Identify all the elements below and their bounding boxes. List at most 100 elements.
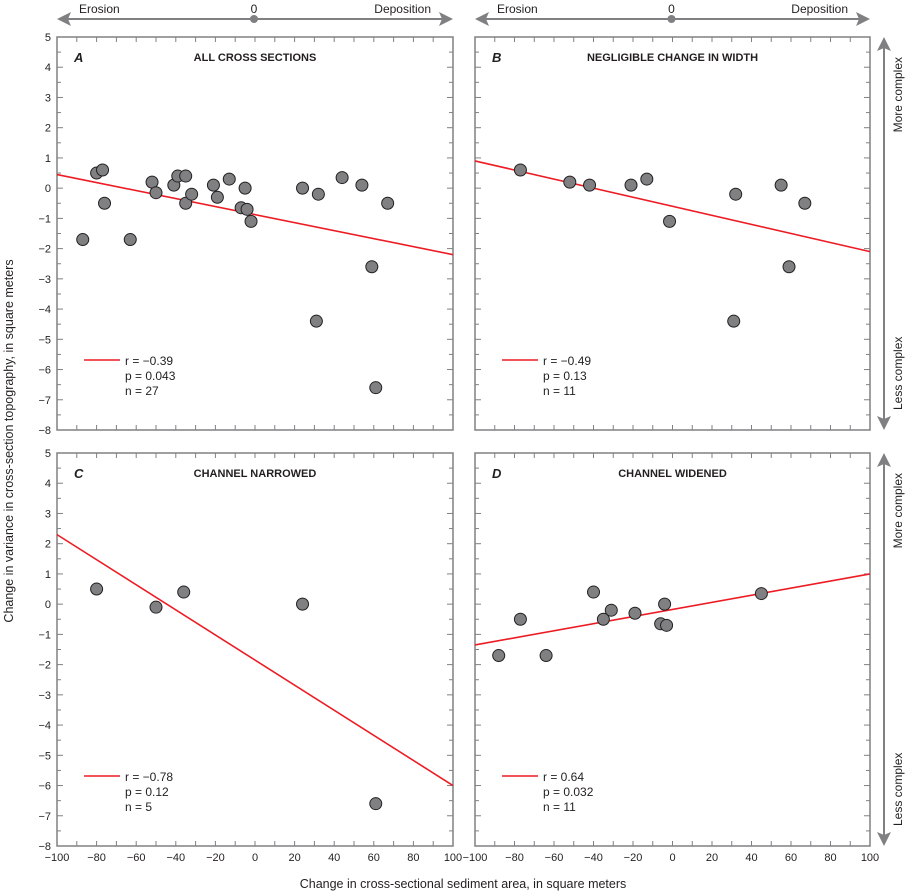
stat-p: p = 0.12 [125,785,169,799]
data-point [729,187,743,201]
stat-p: p = 0.043 [125,369,176,383]
data-point [628,606,642,620]
y-tick-label: −3 [38,690,51,702]
x-tick-label: 40 [745,852,757,864]
zero-marker [250,15,258,23]
erosion-deposition-arrow: Erosion 0 Deposition [475,2,870,26]
x-tick-label: −60 [545,852,564,864]
arrow-left-icon [475,12,489,26]
data-point [222,172,236,186]
data-point [296,181,310,195]
regression-line [56,173,454,256]
deposition-label: Deposition [374,2,431,16]
data-point [123,233,137,247]
arrow-up-icon [877,453,891,467]
data-point [513,612,527,626]
y-tick-label: −8 [38,841,51,853]
y-tick-label: 0 [45,183,51,195]
data-point [727,314,741,328]
data-point [604,603,618,617]
x-tick-label: 60 [785,852,797,864]
data-point [238,181,252,195]
y-tick-label: −1 [38,629,51,641]
x-tick-label: 0 [252,852,258,864]
panel-d: −100 −80 −60 −40 −20 0 20 40 60 80 100 D CHANNEL WID… [463,452,879,864]
panel-title: CHANNEL NARROWED [194,468,317,480]
erosion-label: Erosion [497,2,538,16]
y-tick-label: −7 [38,811,51,823]
stat-p: p = 0.032 [543,785,594,799]
arrow-left-icon [57,12,71,26]
data-point [596,612,610,626]
data-point [492,649,506,663]
data-point [583,178,597,192]
data-point [513,163,527,177]
arrow-right-icon [439,12,453,26]
x-tick-label: 60 [368,852,380,864]
data-point [355,178,369,192]
data-point [90,582,104,596]
x-tick-label: −80 [87,852,106,864]
panel-title: NEGLIGIBLE CHANGE IN WIDTH [587,52,758,64]
complexity-arrow: More complex Less complex [877,453,905,846]
data-point [369,797,383,811]
stat-r: r = −0.78 [125,770,173,784]
y-axis-title: Change in variance in cross-section topo… [2,259,16,622]
x-tick-label: 80 [407,852,419,864]
y-tick-label: −2 [38,244,51,256]
data-point [179,196,193,210]
y-tick-label: 3 [45,508,51,520]
data-point [185,187,199,201]
data-point [640,172,654,186]
data-point [587,585,600,599]
stat-n: n = 27 [125,384,159,398]
data-point [98,196,112,210]
y-tick-label: 5 [45,32,51,44]
x-tick-label: −40 [166,852,185,864]
stat-r: r = −0.49 [543,354,591,368]
y-tick-label: 1 [45,569,51,581]
y-tick-label: −1 [38,213,51,225]
y-tick-label: −5 [38,750,51,762]
y-tick-label: −4 [38,304,51,316]
y-tick-label: 3 [45,92,51,104]
x-tick-label: −60 [127,852,146,864]
plot-frame [56,452,454,847]
panel-b: B NEGLIGIBLE CHANGE IN WIDTH r = −0.49p = … [474,36,871,431]
erosion-label: Erosion [79,2,120,16]
data-point [240,202,254,216]
panel-letter: D [492,466,502,481]
arrow-down-icon [877,416,891,430]
arrow-up-icon [877,37,891,51]
arrow-down-icon [877,832,891,846]
stat-n: n = 5 [125,800,152,814]
plot-frame [474,36,871,431]
stat-n: n = 11 [543,384,576,398]
panel-title: ALL CROSS SECTIONS [194,52,317,64]
zero-label: 0 [251,2,258,16]
x-tick-label: 20 [288,852,300,864]
data-point [782,260,796,274]
y-tick-label: −2 [38,660,51,672]
y-tick-label: 1 [45,153,51,165]
data-point [539,649,553,663]
data-point [244,214,258,228]
regression-line [474,573,871,646]
stat-r: r = −0.39 [125,354,173,368]
zero-label: 0 [668,2,675,16]
more-complex-label: More complex [891,57,905,132]
data-point [149,186,163,200]
data-point [563,175,577,189]
data-point [309,314,323,328]
data-point [381,196,395,210]
x-tick-label: −40 [584,852,603,864]
data-point [335,171,349,185]
x-tick-label: 40 [328,852,340,864]
panel-c: 5 4 3 2 1 0 −1 −2 −3 −4 −5 −6 −7 −8−100 −80 −60 −40 −20 0 2… [38,448,462,864]
y-tick-label: 4 [45,62,51,74]
data-point [754,587,768,601]
y-tick-label: −3 [38,274,51,286]
panel-letter: C [74,466,84,481]
data-point [177,585,191,599]
